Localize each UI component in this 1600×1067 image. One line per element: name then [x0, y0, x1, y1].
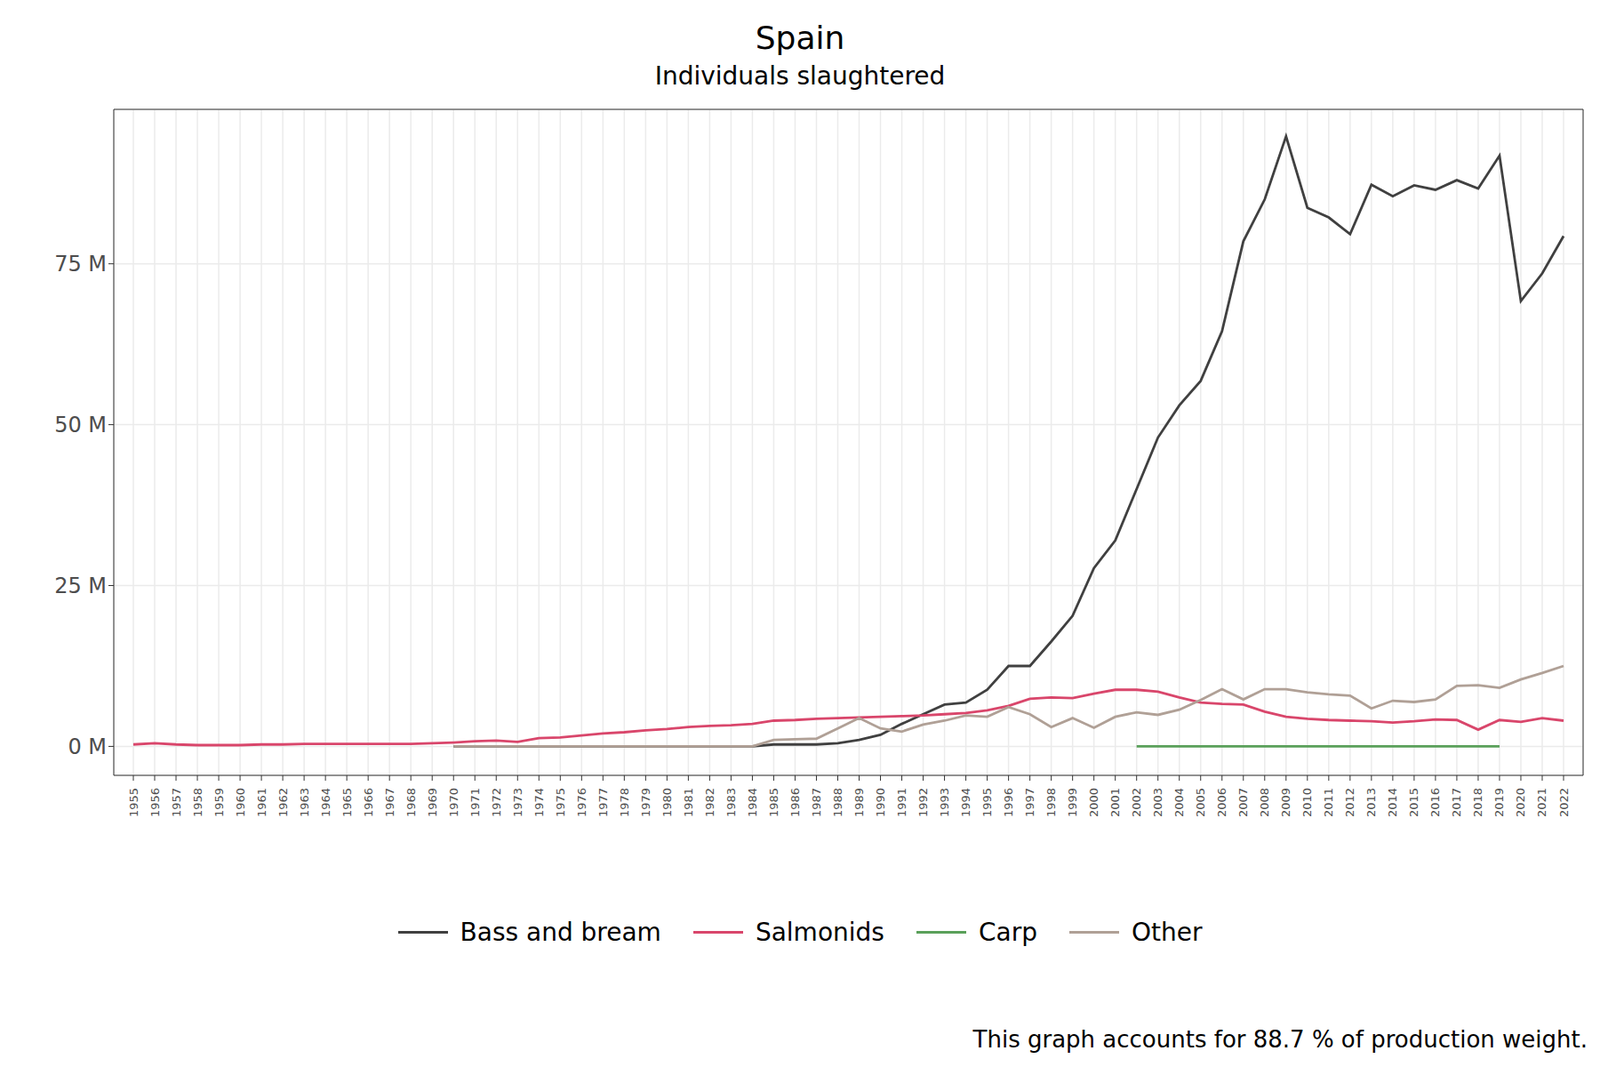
svg-text:2003: 2003 [1151, 787, 1165, 817]
svg-text:2007: 2007 [1236, 787, 1250, 817]
svg-text:1977: 1977 [596, 787, 610, 817]
svg-text:1964: 1964 [319, 787, 333, 817]
svg-text:2021: 2021 [1535, 787, 1549, 817]
svg-text:2022: 2022 [1557, 787, 1571, 817]
svg-text:2009: 2009 [1279, 787, 1293, 817]
svg-text:2006: 2006 [1215, 787, 1229, 817]
svg-text:1989: 1989 [852, 787, 866, 817]
svg-text:1997: 1997 [1023, 787, 1037, 817]
svg-text:0 M: 0 M [67, 734, 107, 760]
svg-text:1961: 1961 [255, 787, 269, 817]
svg-text:1995: 1995 [980, 787, 994, 817]
svg-text:1968: 1968 [404, 787, 418, 817]
html-text:Carp: Carp [978, 917, 1038, 947]
svg-text:1974: 1974 [532, 787, 546, 817]
svg-text:1998: 1998 [1044, 787, 1058, 817]
svg-text:1965: 1965 [340, 787, 354, 817]
svg-text:25 M: 25 M [54, 573, 107, 599]
svg-text:2005: 2005 [1193, 787, 1208, 817]
svg-text:1999: 1999 [1065, 787, 1080, 817]
svg-text:1991: 1991 [895, 787, 909, 817]
svg-text:1971: 1971 [468, 787, 482, 817]
svg-text:1957: 1957 [169, 787, 184, 817]
svg-text:1972: 1972 [489, 787, 504, 817]
svg-text:2001: 2001 [1108, 787, 1122, 817]
svg-text:2019: 2019 [1492, 787, 1506, 817]
svg-text:1985: 1985 [767, 787, 781, 817]
html-text:Individuals slaughtered: Individuals slaughtered [654, 61, 946, 91]
svg-text:2008: 2008 [1257, 787, 1272, 817]
svg-text:1975: 1975 [553, 787, 568, 817]
svg-text:75 M: 75 M [54, 251, 107, 277]
svg-text:2013: 2013 [1364, 787, 1378, 817]
html-text:Spain: Spain [755, 19, 845, 56]
svg-text:1993: 1993 [937, 787, 952, 817]
svg-text:1967: 1967 [383, 787, 397, 817]
svg-text:1990: 1990 [873, 787, 888, 817]
svg-text:1981: 1981 [681, 787, 696, 817]
svg-text:2020: 2020 [1513, 787, 1528, 817]
svg-text:1966: 1966 [361, 787, 376, 817]
svg-text:2012: 2012 [1343, 787, 1357, 817]
svg-text:2017: 2017 [1449, 787, 1464, 817]
html-text:This graph accounts for 88.7 %: This graph accounts for 88.7 % of produc… [972, 1025, 1588, 1053]
svg-text:1959: 1959 [212, 787, 226, 817]
svg-text:1978: 1978 [617, 787, 632, 817]
svg-text:1987: 1987 [809, 787, 824, 817]
svg-text:2004: 2004 [1172, 787, 1186, 817]
svg-text:2014: 2014 [1385, 787, 1400, 817]
svg-text:1960: 1960 [233, 787, 248, 817]
svg-text:2016: 2016 [1428, 787, 1442, 817]
svg-text:1956: 1956 [148, 787, 162, 817]
html-text:Salmonids: Salmonids [755, 917, 885, 947]
svg-text:1996: 1996 [1001, 787, 1016, 817]
svg-text:1969: 1969 [425, 787, 440, 817]
svg-text:1955: 1955 [127, 787, 141, 817]
svg-text:50 M: 50 M [54, 412, 107, 438]
svg-text:1963: 1963 [297, 787, 312, 817]
svg-text:2011: 2011 [1321, 787, 1336, 817]
svg-text:1982: 1982 [703, 787, 717, 817]
svg-text:2000: 2000 [1087, 787, 1101, 817]
svg-text:2002: 2002 [1129, 787, 1144, 817]
svg-text:1962: 1962 [276, 787, 290, 817]
svg-text:1973: 1973 [511, 787, 525, 817]
svg-text:1980: 1980 [660, 787, 674, 817]
svg-text:1970: 1970 [447, 787, 461, 817]
html-text:Other: Other [1131, 917, 1203, 947]
svg-text:2015: 2015 [1407, 787, 1421, 817]
svg-text:2010: 2010 [1300, 787, 1314, 817]
html-text:Bass and bream: Bass and bream [460, 917, 662, 947]
svg-text:1976: 1976 [575, 787, 589, 817]
svg-text:2018: 2018 [1471, 787, 1485, 817]
svg-text:1979: 1979 [639, 787, 653, 817]
svg-text:1992: 1992 [916, 787, 930, 817]
svg-text:1984: 1984 [745, 787, 760, 817]
svg-text:1983: 1983 [724, 787, 738, 817]
svg-text:1986: 1986 [788, 787, 802, 817]
svg-text:1958: 1958 [191, 787, 205, 817]
svg-text:1994: 1994 [959, 787, 973, 817]
svg-text:1988: 1988 [831, 787, 845, 817]
